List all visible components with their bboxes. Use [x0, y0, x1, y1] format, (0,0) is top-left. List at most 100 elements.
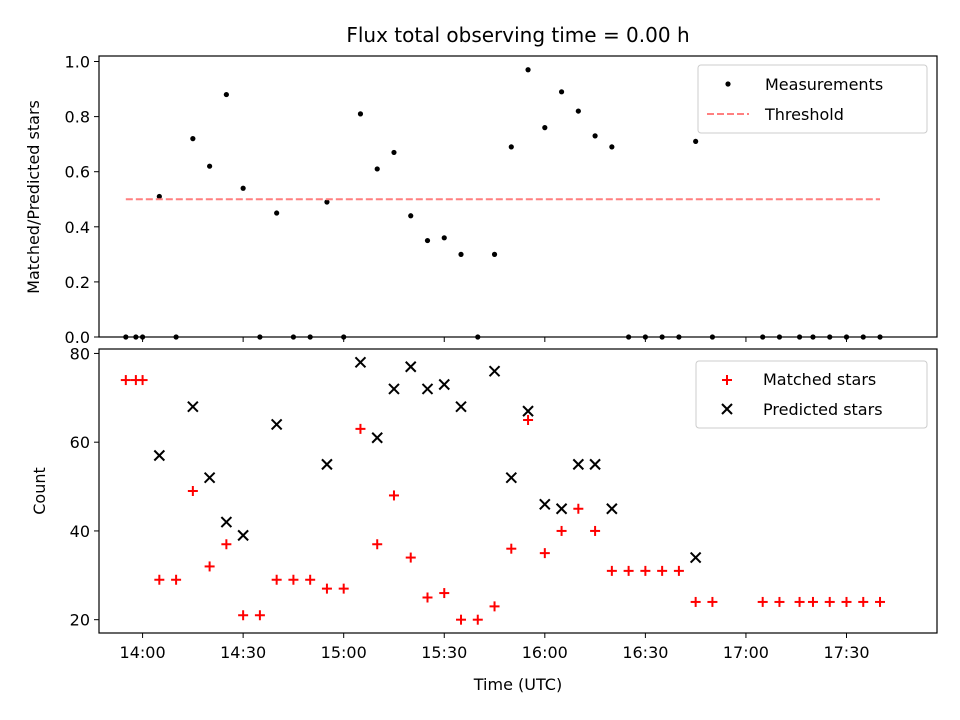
matched-star-point: [673, 565, 684, 576]
matched-star-point: [506, 543, 517, 554]
top-y-axis-label: Matched/Predicted stars: [24, 100, 43, 294]
measurement-point: [525, 67, 531, 73]
y-tick-label: 0.4: [65, 218, 90, 237]
predicted-star-point: [421, 383, 434, 395]
measurement-point: [274, 210, 280, 216]
matched-star-point: [841, 596, 852, 607]
matched-star-point: [623, 565, 634, 576]
y-tick-label: 60: [70, 433, 90, 452]
predicted-star-point: [689, 551, 702, 564]
predicted-star-point: [455, 400, 467, 413]
bottom-x-ticks: 14:00 14:30 15:00 15:30 16:00 16:30 17:00 17:30: [120, 633, 870, 662]
legend-measurements-label: Measurements: [765, 75, 883, 94]
measurement-point: [558, 89, 565, 95]
legend-matched-marker: [722, 375, 732, 385]
x-tick-label: 15:30: [421, 643, 467, 662]
predicted-star-point: [187, 400, 199, 413]
top-x-ticks: [142, 337, 847, 342]
measurement-point: [508, 144, 514, 150]
measurement-point: [156, 193, 162, 200]
predicted-star-point: [572, 458, 585, 471]
measurement-point: [391, 149, 397, 156]
measurement-point: [575, 108, 581, 114]
bottom-legend-box: [695, 360, 928, 429]
matched-star-point: [271, 574, 282, 585]
matched-star-point: [456, 614, 467, 625]
matched-star-point: [640, 565, 651, 576]
predicted-star-point: [555, 503, 568, 515]
matched-star-point: [690, 596, 701, 607]
measurement-point: [240, 185, 246, 191]
matched-star-point: [321, 583, 332, 594]
measurement-point: [357, 111, 364, 117]
matched-star-point: [154, 574, 165, 585]
predicted-star-point: [321, 458, 333, 471]
predicted-star-point: [438, 378, 450, 391]
predicted-star-point: [539, 498, 551, 511]
matched-star-point: [254, 610, 265, 621]
matched-star-point: [422, 592, 433, 603]
predicted-star-point: [522, 405, 534, 417]
measurement-point: [441, 235, 447, 241]
x-axis-label: Time (UTC): [473, 675, 562, 694]
matched-star-point: [405, 552, 416, 563]
measurement-point: [324, 199, 330, 205]
top-y-ticks: 0.0 0.2 0.4 0.6 0.8 1.0: [65, 53, 99, 347]
bottom-axes-frame: [98, 348, 938, 634]
predicted-star-point: [488, 365, 501, 377]
predicted-star-point: [220, 516, 233, 528]
predicted-star-point: [505, 471, 518, 484]
top-axes-frame: [98, 55, 938, 338]
matched-star-point: [238, 610, 249, 621]
matched-star-point: [204, 561, 215, 572]
matched-star-point: [556, 525, 567, 536]
y-tick-label: 80: [70, 344, 90, 363]
measurement-point: [207, 163, 213, 169]
matched-star-point: [523, 415, 534, 425]
measurement-point: [592, 133, 598, 139]
y-tick-label: 0.6: [65, 163, 90, 182]
matched-star-point: [288, 574, 299, 585]
matched-star-point: [305, 574, 316, 585]
matched-star-point: [875, 596, 886, 607]
matched-star-point: [187, 486, 198, 496]
matched-star-point: [757, 596, 768, 607]
measurement-point: [190, 136, 196, 142]
predicted-star-point: [388, 383, 400, 395]
chart-title: Flux total observing time = 0.00 h: [346, 23, 689, 47]
matched-star-point: [657, 565, 668, 576]
matched-star-point: [221, 539, 232, 550]
predicted-star-point: [405, 361, 417, 373]
x-tick-label: 17:00: [723, 643, 769, 662]
legend-predicted-label: Predicted stars: [763, 400, 883, 419]
top-legend: Measurements Threshold: [697, 64, 928, 134]
matched-star-point: [707, 596, 718, 607]
matched-star-point: [472, 614, 483, 625]
matched-star-point: [372, 539, 383, 550]
x-tick-label: 16:30: [622, 643, 668, 662]
y-tick-label: 0.2: [65, 273, 90, 292]
predicted-star-point: [237, 529, 249, 542]
matched-star-point: [606, 565, 617, 576]
matched-star-point: [137, 375, 148, 386]
predicted-star-point: [354, 356, 367, 369]
measurement-point: [408, 213, 414, 219]
matched-star-point: [338, 583, 349, 594]
predicted-star-point: [153, 449, 166, 462]
matched-star-point: [590, 525, 601, 536]
predicted-star-point: [606, 503, 618, 515]
measurement-point: [609, 144, 615, 150]
matched-star-point: [120, 375, 131, 386]
measurement-point: [542, 125, 548, 131]
top-legend-box: [697, 64, 928, 134]
legend-predicted-marker: [721, 403, 733, 415]
matched-star-point: [824, 596, 835, 607]
x-tick-label: 14:00: [120, 643, 166, 662]
bottom-y-axis-label: Count: [30, 467, 49, 515]
matched-star-point: [774, 596, 785, 607]
x-tick-label: 17:30: [823, 643, 869, 662]
x-tick-label: 16:00: [522, 643, 568, 662]
bottom-legend: Matched stars Predicted stars: [695, 360, 928, 429]
